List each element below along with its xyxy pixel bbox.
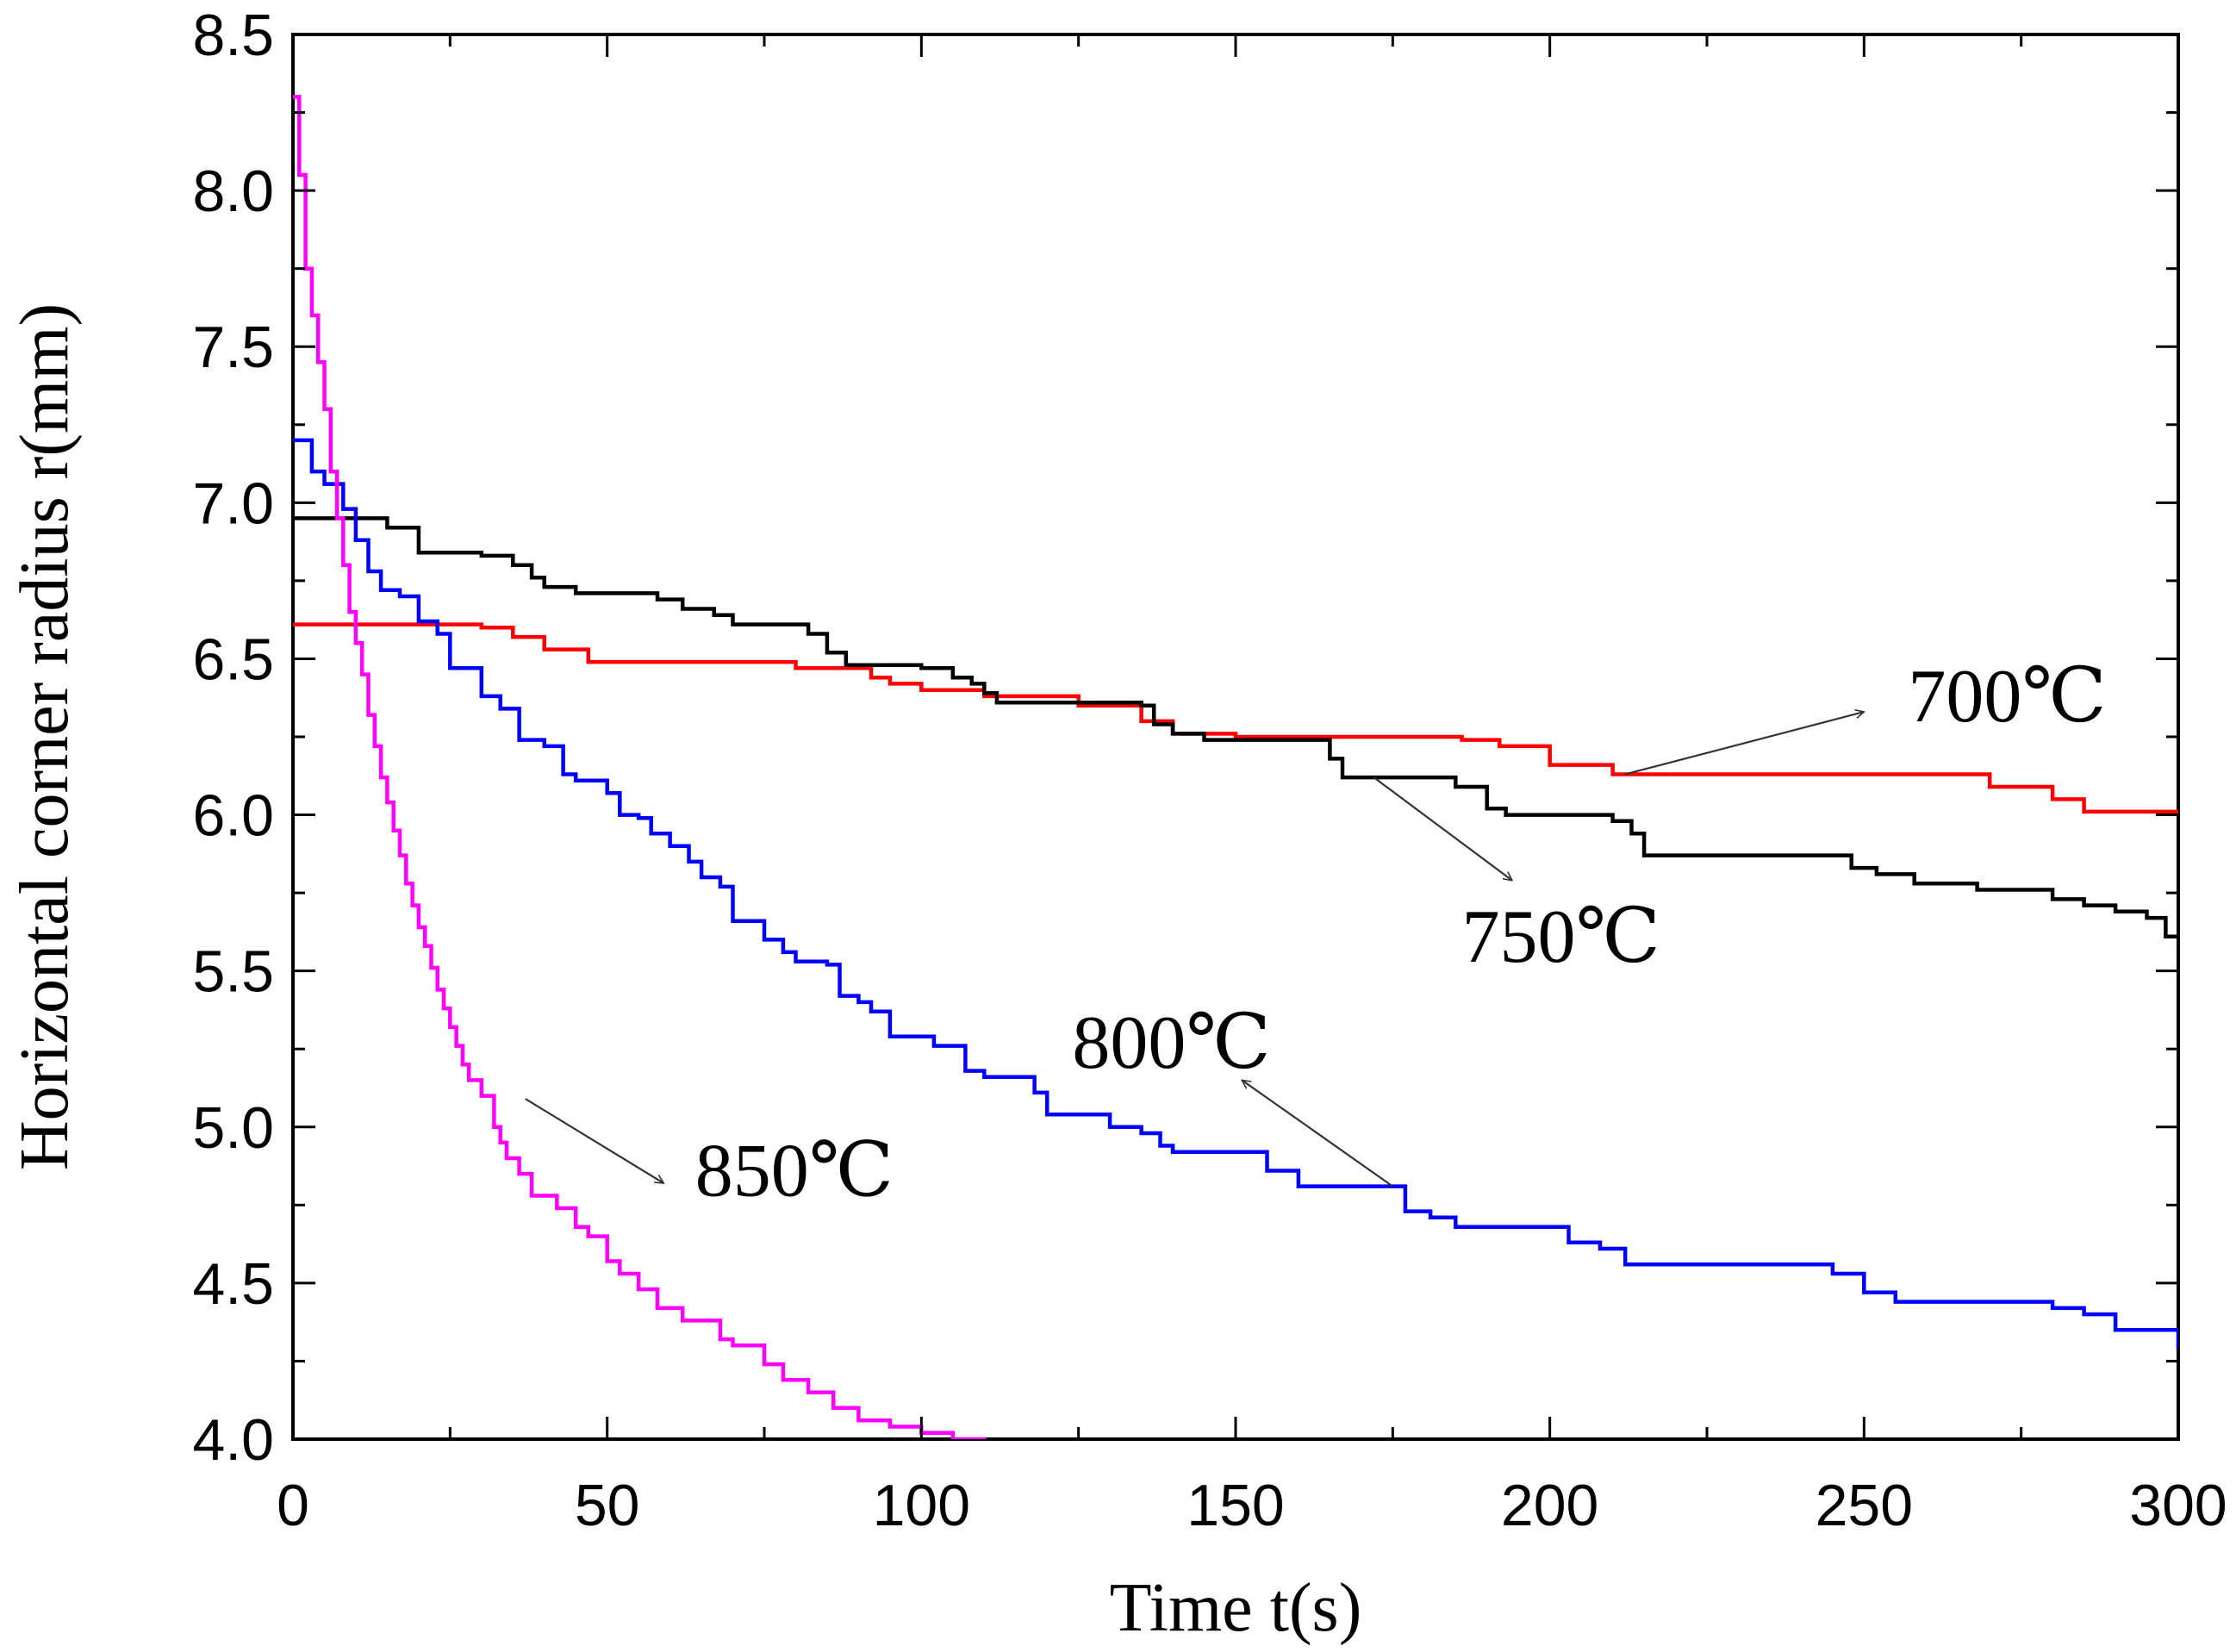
x-axis-label: Time t(s) xyxy=(1110,1570,1362,1646)
y-tick-label: 4.5 xyxy=(192,1251,274,1317)
x-tick-label: 50 xyxy=(575,1473,640,1538)
x-tick-label: 100 xyxy=(873,1473,970,1538)
series-line-4 xyxy=(293,95,987,1439)
y-tick-label: 7.5 xyxy=(192,315,274,380)
y-tick-label: 6.5 xyxy=(192,627,274,692)
series-line-1 xyxy=(293,622,2178,814)
series-group xyxy=(293,95,2178,1439)
y-tick-label: 6.0 xyxy=(192,783,274,849)
annotation-arrow-1 xyxy=(1624,712,1864,776)
y-tick-label: 7.0 xyxy=(192,471,274,536)
x-tick-label: 150 xyxy=(1187,1473,1284,1538)
y-tick-label: 4.0 xyxy=(192,1407,274,1473)
annotation-label-3: 800℃ xyxy=(1072,1001,1270,1085)
x-tick-label: 200 xyxy=(1501,1473,1598,1538)
series-line-2 xyxy=(293,516,2178,939)
axis-ticks: 0 50 100 150 200 250 300 4.0 4.5 5.0 5.5 6.0 6.5 7.0 7… xyxy=(192,3,2227,1538)
annotation-label-1: 700℃ xyxy=(1908,655,2106,739)
x-tick-label: 250 xyxy=(1816,1473,1913,1538)
annotation-label-4: 850℃ xyxy=(695,1129,894,1213)
y-tick-label: 5.0 xyxy=(192,1095,274,1161)
annotation-arrow-2 xyxy=(1373,776,1511,881)
y-axis-label: Horizontal corner radius r(mm) xyxy=(7,303,83,1170)
annotation-arrow-4 xyxy=(525,1098,663,1184)
x-tick-label: 0 xyxy=(277,1473,309,1538)
y-tick-label: 8.5 xyxy=(192,3,274,68)
series-line-3 xyxy=(293,438,2178,1349)
y-tick-label: 8.0 xyxy=(192,159,274,224)
y-tick-label: 5.5 xyxy=(192,939,274,1005)
annotation-label-2: 750℃ xyxy=(1462,895,1660,979)
annotations: 700℃ 750℃ 800℃ 850℃ xyxy=(525,655,2107,1213)
annotation-arrow-3 xyxy=(1242,1080,1393,1188)
x-tick-label: 300 xyxy=(2129,1473,2227,1538)
